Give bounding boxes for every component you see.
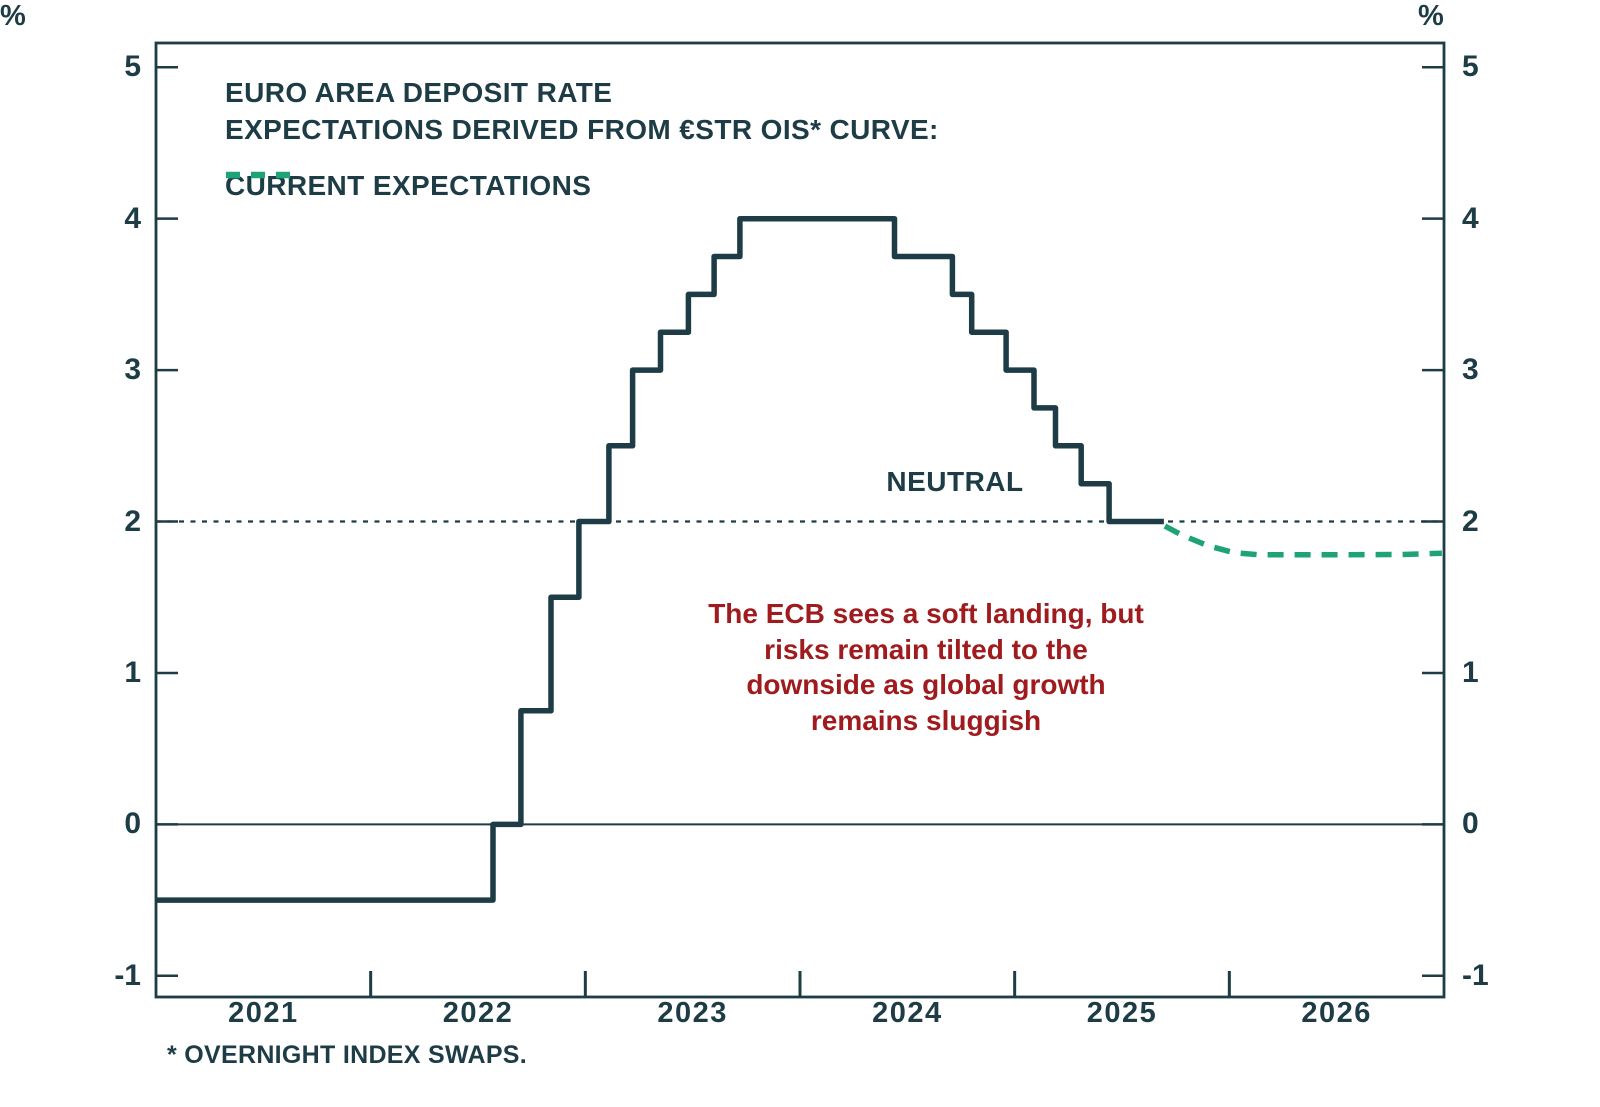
y-axis-label-left: 5 (124, 50, 141, 84)
legend: CURRENT EXPECTATIONS (225, 170, 591, 202)
commentary-line: The ECB sees a soft landing, but (708, 598, 1144, 629)
footnote: * OVERNIGHT INDEX SWAPS. (167, 1041, 528, 1069)
x-axis-label: 2026 (1301, 997, 1372, 1029)
y-axis-unit-right: % (1418, 0, 1444, 32)
y-axis-unit-left: % (0, 0, 26, 32)
y-axis-label-right: 2 (1462, 504, 1479, 538)
deposit-rate-step-line (156, 215, 1164, 903)
y-axis-label-right: 4 (1462, 201, 1479, 235)
y-axis-label-right: 5 (1462, 50, 1479, 84)
y-axis-label-left: 1 (124, 655, 141, 689)
x-axis-label: 2024 (872, 997, 943, 1029)
chart-title: EURO AREA DEPOSIT RATE EXPECTATIONS DERI… (225, 74, 939, 148)
current-expectations-dashed-line (1163, 523, 1442, 558)
chart-title-line1: EURO AREA DEPOSIT RATE (225, 77, 613, 108)
y-axis-label-left: -1 (114, 958, 141, 992)
x-axis-label: 2025 (1086, 997, 1158, 1029)
commentary-line: risks remain tilted to the (764, 633, 1088, 665)
y-axis-label-left: 4 (124, 201, 141, 235)
y-axis-label-right: -1 (1462, 958, 1489, 992)
neutral-line-label: NEUTRAL (886, 466, 1024, 497)
dashed-line-swatch-icon (226, 171, 290, 179)
y-axis-label-right: 0 (1462, 807, 1479, 841)
y-axis-label-right: 3 (1462, 353, 1479, 387)
y-axis-label-left: 0 (124, 807, 141, 841)
commentary-line: downside as global growth (746, 669, 1106, 700)
x-axis-label: 2023 (657, 997, 728, 1029)
y-axis-label-left: 3 (124, 353, 141, 387)
y-axis-label-left: 2 (124, 504, 141, 538)
commentary-annotation: The ECB sees a soft landing, but risks r… (708, 596, 1144, 738)
x-axis-label: 2021 (228, 997, 299, 1029)
y-axis-label-right: 1 (1462, 655, 1479, 689)
commentary-line: remains sluggish (810, 704, 1042, 736)
x-axis-label: 2022 (442, 997, 514, 1029)
chart-title-line2: EXPECTATIONS DERIVED FROM €STR OIS* CURV… (225, 114, 939, 145)
